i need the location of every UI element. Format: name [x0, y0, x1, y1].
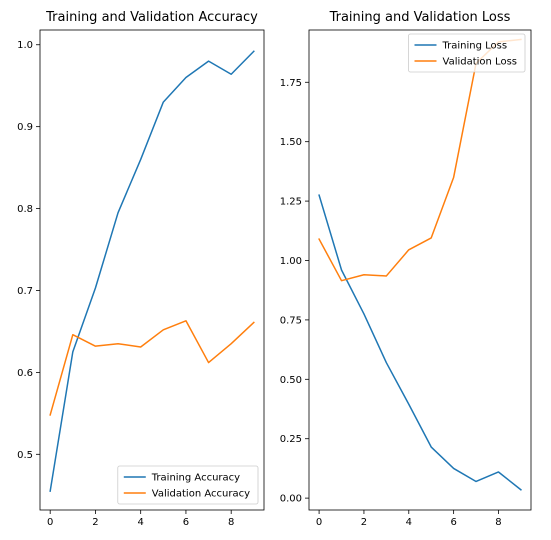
- loss-xtick-label: 4: [406, 517, 412, 528]
- legend-label-training-accuracy: Training Accuracy: [151, 473, 240, 484]
- loss-ytick-label: 1.00: [280, 256, 302, 267]
- acc-ytick-label: 0.8: [17, 204, 33, 215]
- loss-axes-frame: [308, 29, 532, 511]
- accuracy-lines: [49, 50, 255, 493]
- acc-ytick-label: 1.0: [17, 40, 33, 51]
- acc-xtick-label: 0: [47, 517, 53, 528]
- loss-xtick-label: 6: [450, 517, 456, 528]
- loss-xtick-label: 2: [361, 517, 367, 528]
- loss-subplot: Training and Validation Loss 0 2 4 6 8 0.00 0.…: [280, 10, 532, 528]
- acc-xtick-label: 6: [183, 517, 189, 528]
- accuracy-legend-box: [117, 465, 259, 505]
- loss-xtick-label: 8: [495, 517, 501, 528]
- acc-series-line-0: [49, 50, 255, 493]
- loss-ytick-label: 0.50: [280, 375, 302, 386]
- acc-ytick-label: 0.9: [17, 122, 33, 133]
- loss-ytick-label: 0.75: [280, 315, 302, 326]
- loss-ticks: 0 2 4 6 8 0.00 0.25 0.50 0.75 1.00 1.25 1.50 1.75: [280, 78, 502, 528]
- accuracy-title: Training and Validation Accuracy: [45, 10, 258, 25]
- acc-xtick-label: 4: [137, 517, 143, 528]
- loss-ytick-label: 1.25: [280, 197, 302, 208]
- acc-ytick-label: 0.5: [17, 450, 33, 461]
- legend-label-training-loss: Training Loss: [442, 41, 508, 52]
- loss-ytick-label: 1.75: [280, 78, 302, 89]
- acc-xtick-label: 8: [228, 517, 234, 528]
- loss-title: Training and Validation Loss: [329, 10, 511, 25]
- loss-ytick-label: 1.50: [280, 137, 302, 148]
- accuracy-subplot: Training and Validation Accuracy 0 2 4 6 8 0.…: [17, 10, 265, 528]
- loss-ytick-label: 0.00: [280, 494, 302, 505]
- loss-legend-box: [408, 33, 526, 73]
- acc-series-line-1: [49, 320, 255, 416]
- accuracy-axes-frame: [39, 29, 265, 511]
- accuracy-ticks: 0 2 4 6 8 0.5 0.6 0.7 0.8 0.9 1.0: [17, 40, 234, 528]
- loss-legend: Training Loss Validation Loss: [408, 33, 526, 73]
- loss-xtick-label: 0: [316, 517, 322, 528]
- accuracy-legend: Training Accuracy Validation Accuracy: [117, 465, 259, 505]
- acc-ytick-label: 0.6: [17, 368, 33, 379]
- loss-ytick-label: 0.25: [280, 434, 302, 445]
- legend-label-validation-accuracy: Validation Accuracy: [152, 489, 250, 500]
- loss-series-line-0: [318, 194, 522, 491]
- acc-xtick-label: 2: [92, 517, 98, 528]
- legend-label-validation-loss: Validation Loss: [443, 57, 518, 68]
- acc-ytick-label: 0.7: [17, 286, 33, 297]
